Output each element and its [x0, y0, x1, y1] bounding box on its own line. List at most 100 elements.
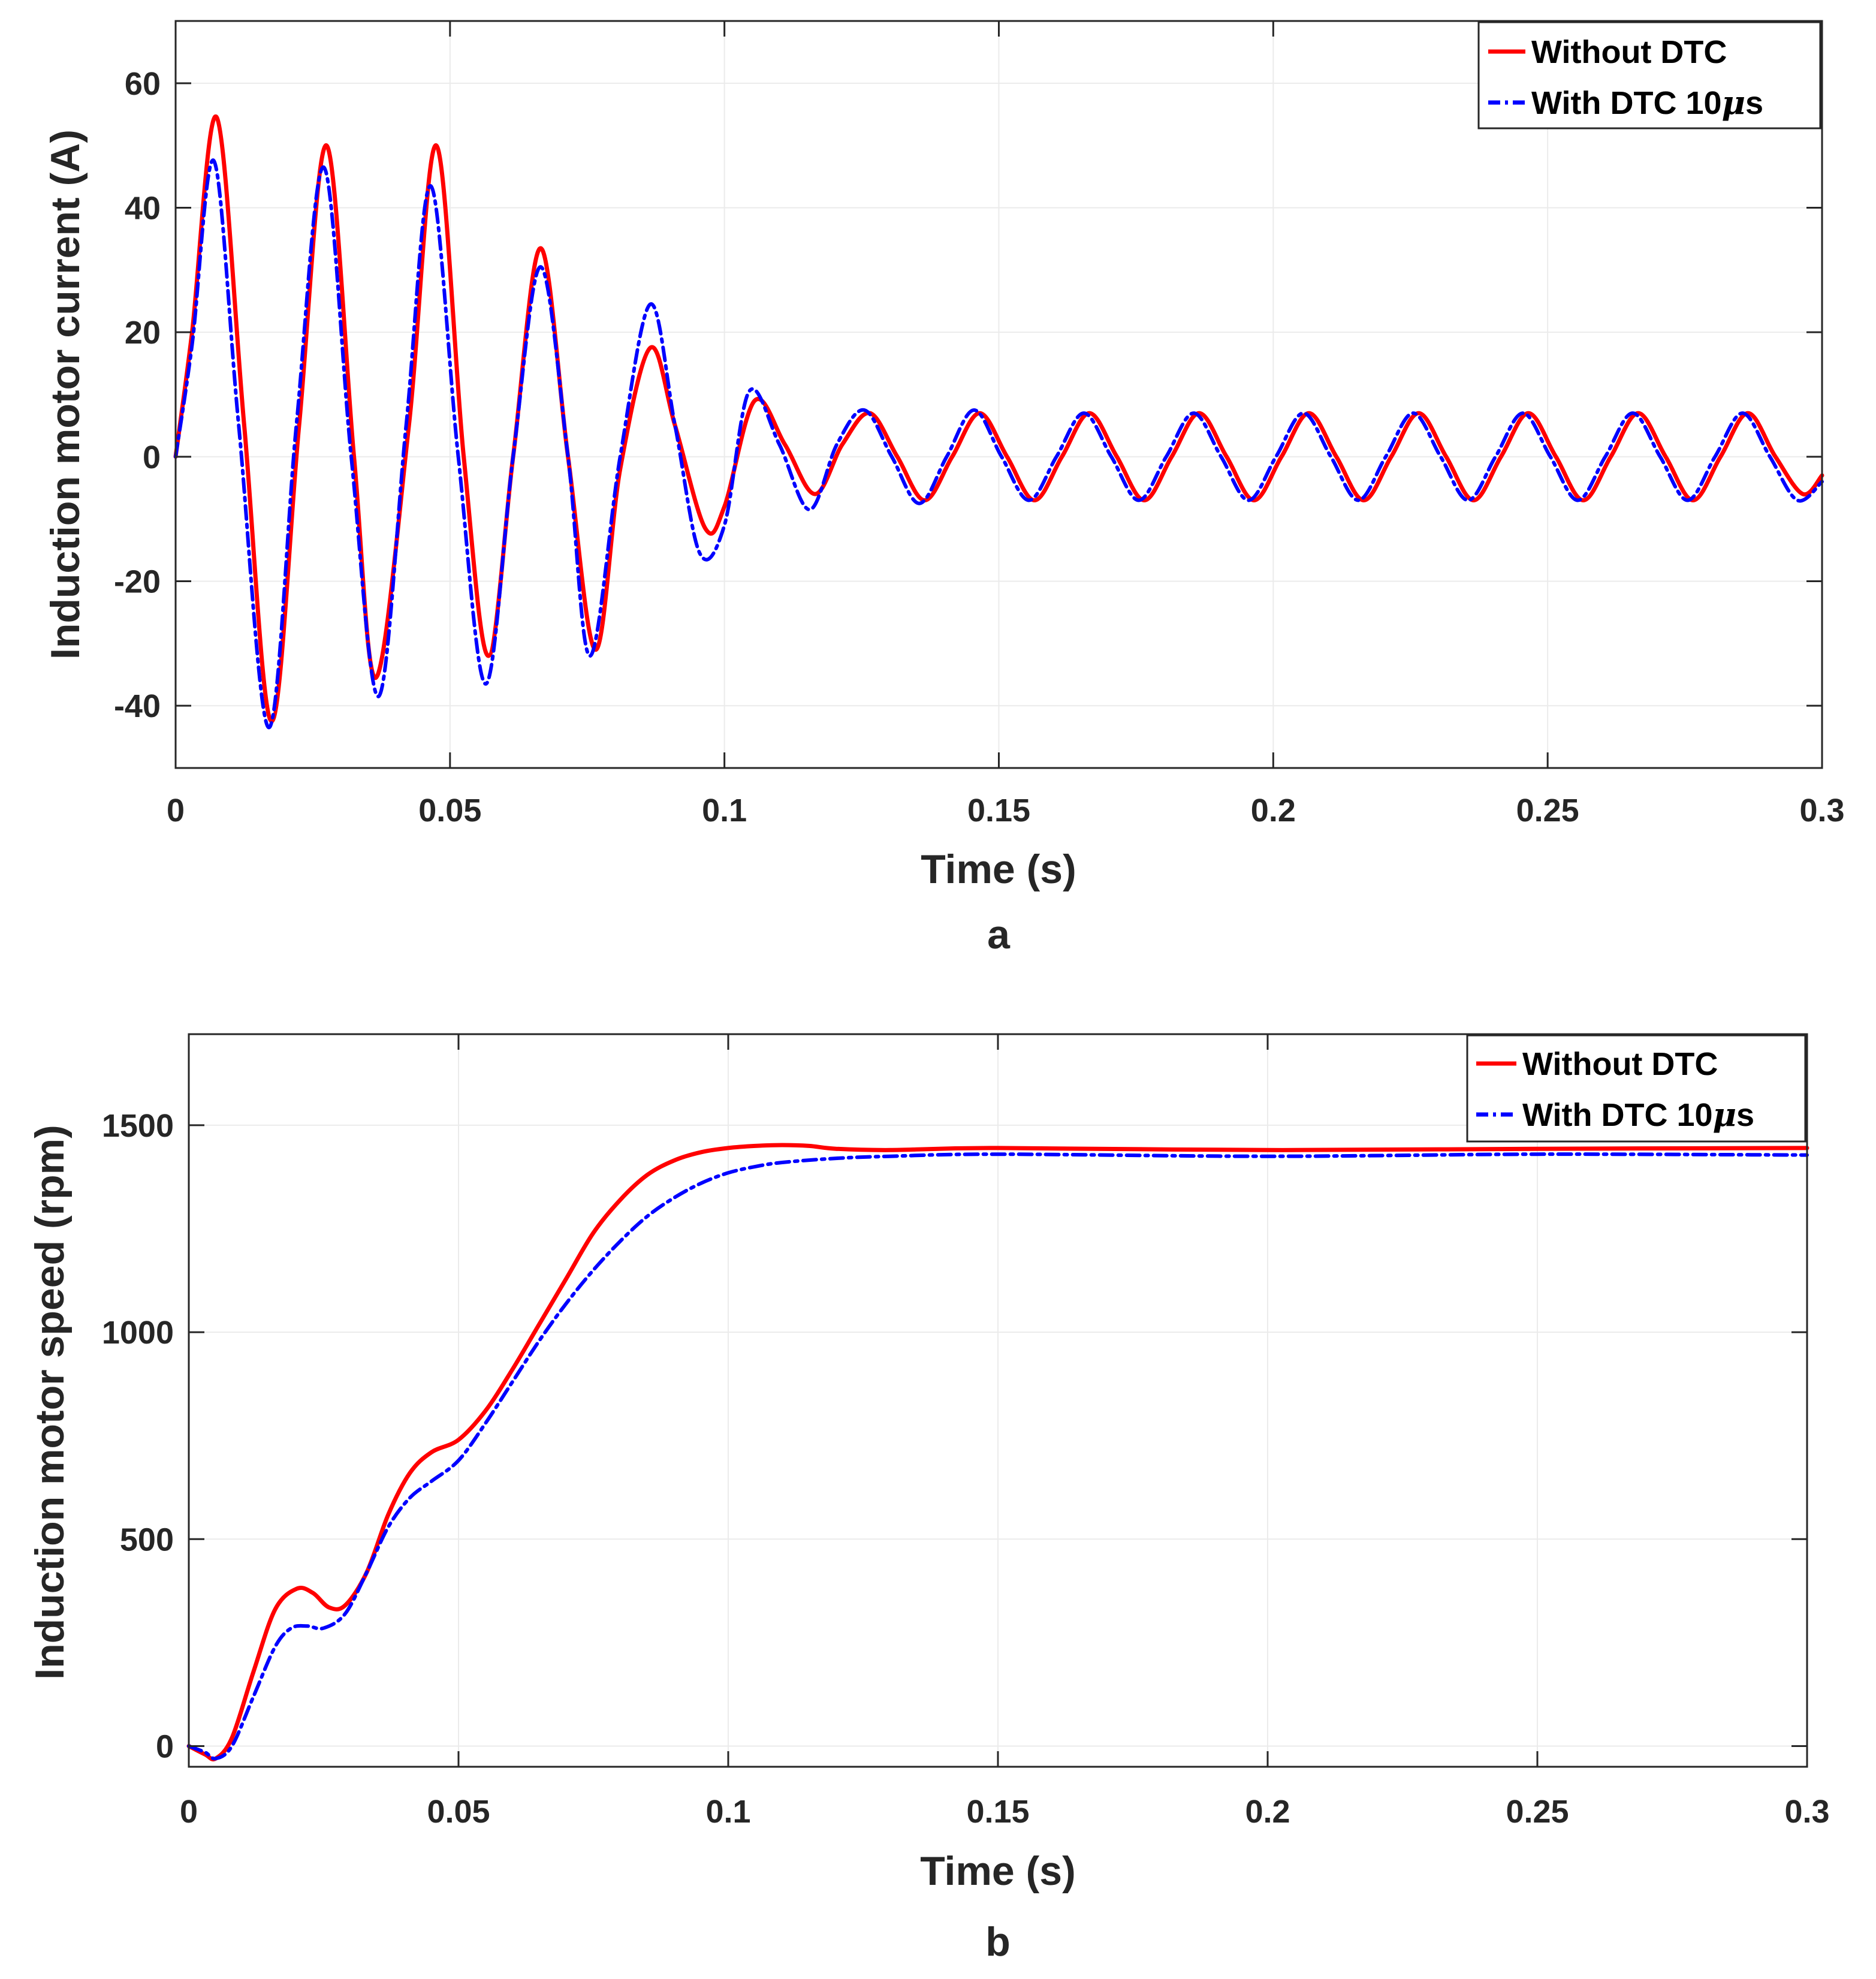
chart-b-point-without-dtc — [275, 1608, 276, 1610]
chart-b-point-with-dtc — [458, 1460, 460, 1462]
chart-b-x-tick-label: 0.1 — [705, 1794, 750, 1830]
chart-b-point-without-dtc — [889, 1149, 891, 1151]
chart-a-point-with-dtc — [1604, 456, 1606, 457]
chart-a-point-without-dtc — [784, 444, 786, 445]
chart-a-x-tick-label: 0 — [167, 793, 185, 829]
chart-a-point-with-dtc — [1495, 456, 1497, 457]
chart-a-point-without-dtc — [951, 456, 953, 457]
chart-a-point-without-dtc — [1528, 412, 1530, 414]
chart-a-point-with-dtc — [1248, 499, 1250, 501]
chart-b-point-without-dtc — [997, 1147, 999, 1149]
chart-b-point-without-dtc — [728, 1147, 729, 1149]
chart-a-point-with-dtc — [1742, 412, 1744, 414]
chart-b-point-with-dtc — [593, 1269, 595, 1271]
chart-b-point-without-dtc — [1537, 1148, 1539, 1150]
chart-b-series-with-dtc — [187, 1152, 1809, 1761]
chart-a-y-axis-label: Induction motor current (A) — [43, 129, 88, 659]
chart-a-point-with-dtc — [836, 444, 838, 445]
chart-a-point-without-dtc — [1335, 456, 1337, 457]
chart-b-point-without-dtc — [1267, 1149, 1269, 1151]
chart-b-x-tick-label: 0.2 — [1245, 1794, 1290, 1830]
chart-a-point-without-dtc — [897, 456, 898, 457]
chart-a-point-with-dtc — [918, 502, 920, 504]
chart-b-point-with-dtc — [345, 1613, 346, 1614]
chart-a-point-with-dtc — [323, 167, 325, 168]
chart-a-point-without-dtc — [1610, 456, 1612, 457]
chart-a-point-with-dtc — [1385, 456, 1387, 457]
chart-a-point-with-dtc — [1440, 456, 1441, 457]
chart-a-point-with-dtc — [1220, 456, 1222, 457]
chart-b-x-tick-label: 0.15 — [966, 1794, 1029, 1830]
chart-a-point-without-dtc — [243, 424, 245, 426]
chart-b-point-with-dtc — [409, 1497, 411, 1499]
chart-b-point-without-dtc — [312, 1592, 314, 1594]
chart-b-point-without-dtc — [809, 1145, 810, 1147]
chart-b-point-without-dtc — [593, 1232, 595, 1234]
chart-b-point-without-dtc — [755, 1145, 756, 1147]
chart-a-point-with-dtc — [1522, 412, 1524, 414]
chart-a-point-with-dtc — [512, 456, 514, 457]
chart-a-point-without-dtc — [1281, 456, 1283, 457]
chart-a-point-with-dtc — [779, 444, 780, 445]
chart-a-point-without-dtc — [814, 493, 816, 495]
chart-b-point-without-dtc — [485, 1410, 487, 1412]
chart-b-point-without-dtc — [701, 1151, 702, 1153]
chart-a-point-with-dtc — [973, 409, 975, 411]
chart-a-point-with-dtc — [650, 303, 652, 305]
chart-b-point-with-dtc — [1267, 1155, 1269, 1157]
chart-a-point-with-dtc — [1330, 456, 1332, 457]
chart-b-legend: Without DTC With DTC 10μs — [1466, 1034, 1806, 1143]
chart-b-point-with-dtc — [485, 1423, 487, 1424]
chart-a-point-with-dtc — [1632, 412, 1634, 414]
chart-a-legend: Without DTC With DTC 10μs — [1477, 21, 1821, 129]
chart-b-caption: b — [985, 1919, 1011, 1965]
chart-b-point-without-dtc — [539, 1323, 541, 1325]
chart-a-point-without-dtc — [435, 144, 437, 146]
chart-a-point-with-dtc — [1275, 456, 1277, 457]
chart-b-legend-mu-suffix: s — [1736, 1097, 1754, 1133]
chart-a-point-without-dtc — [1171, 456, 1172, 457]
chart-a-point-with-dtc — [946, 456, 948, 457]
chart-a-x-tick-label: 0.15 — [967, 793, 1030, 829]
chart-a-point-with-dtc — [430, 185, 432, 187]
chart-a-point-with-dtc — [378, 695, 379, 697]
chart-b-point-with-dtc — [291, 1627, 292, 1629]
chart-a-point-without-dtc — [325, 144, 327, 146]
chart-b-point-without-dtc — [431, 1451, 433, 1453]
chart-a-point-with-dtc — [457, 456, 459, 457]
chart-b-x-tick-labels: 0 0.05 0.1 0.15 0.2 0.25 0.3 — [180, 1794, 1830, 1830]
chart-a-point-with-dtc — [1193, 412, 1195, 414]
chart-b-speed: 0 0.05 0.1 0.15 0.2 0.25 0.3 0 500 1000 1500 Time… — [27, 1033, 1830, 1965]
chart-a-point-without-dtc — [1391, 456, 1392, 457]
chart-b-x-tick-label: 0.05 — [427, 1794, 490, 1830]
chart-b-point-with-dtc — [512, 1381, 514, 1382]
chart-a-y-tick-label: -40 — [114, 688, 161, 724]
chart-a-series-with-dtc — [174, 158, 1824, 730]
chart-a-point-with-dtc — [699, 552, 701, 554]
chart-a-point-with-dtc — [1302, 412, 1304, 414]
chart-b-legend-label-with-dtc: With DTC 10μs — [1522, 1095, 1754, 1134]
chart-a-point-without-dtc — [1034, 499, 1036, 501]
chart-a-y-tick-label: 40 — [125, 191, 161, 227]
chart-a-caption: a — [987, 912, 1011, 957]
chart-a-series-group — [173, 114, 1824, 730]
chart-b-point-with-dtc — [701, 1182, 702, 1184]
chart-b-point-with-dtc — [215, 1758, 217, 1760]
chart-a-point-with-dtc — [1001, 456, 1003, 457]
chart-b-legend-box — [1466, 1034, 1806, 1143]
chart-a-point-with-dtc — [1467, 499, 1469, 501]
chart-a-point-with-dtc — [674, 424, 676, 426]
chart-b-point-without-dtc — [409, 1472, 411, 1474]
chart-a-point-without-dtc — [723, 505, 725, 507]
chart-a-point-with-dtc — [213, 160, 215, 162]
chart-b-point-without-dtc — [296, 1588, 298, 1590]
chart-b-point-without-dtc — [458, 1439, 460, 1441]
chart-a-y-tick-label: 0 — [143, 439, 161, 475]
chart-b-point-with-dtc — [323, 1627, 325, 1629]
chart-a-point-with-dtc — [864, 409, 865, 411]
chart-a-point-with-dtc — [1028, 499, 1030, 501]
chart-b-legend-mu-symbol: μ — [1713, 1095, 1737, 1134]
chart-b-point-with-dtc — [566, 1302, 568, 1304]
chart-b-x-tick-label: 0.25 — [1506, 1794, 1569, 1830]
chart-b-point-with-dtc — [674, 1197, 675, 1198]
